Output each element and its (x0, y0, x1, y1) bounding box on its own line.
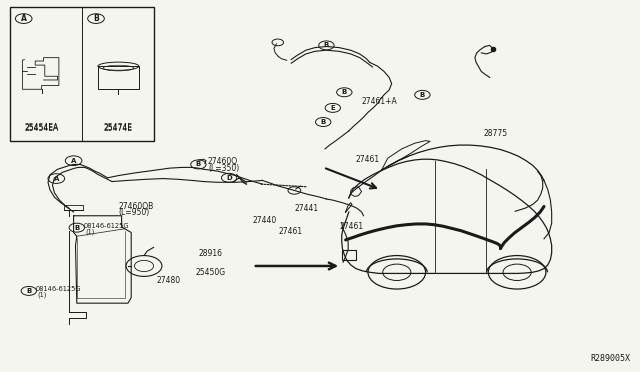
Text: 08146-6125G: 08146-6125G (35, 286, 81, 292)
Text: A: A (71, 158, 76, 164)
Text: (L=350): (L=350) (208, 164, 239, 173)
Text: R289005X: R289005X (590, 354, 630, 363)
Text: (L=950): (L=950) (118, 208, 150, 217)
Text: 27461: 27461 (278, 227, 303, 236)
Text: 25474E: 25474E (104, 123, 133, 132)
Text: (1): (1) (37, 291, 47, 298)
Text: B: B (342, 89, 347, 95)
Text: 27460Q: 27460Q (208, 157, 238, 166)
Text: D: D (227, 175, 232, 181)
Text: 25474E: 25474E (104, 124, 133, 133)
Text: 27441: 27441 (294, 204, 319, 213)
Text: A: A (54, 176, 59, 182)
Text: A: A (20, 14, 27, 23)
Text: 27461: 27461 (355, 155, 380, 164)
Text: B: B (93, 14, 99, 23)
Text: B: B (74, 225, 79, 231)
Text: 28916: 28916 (198, 249, 223, 258)
Text: 28775: 28775 (483, 129, 508, 138)
Text: 27461+A: 27461+A (362, 97, 397, 106)
Text: (1): (1) (85, 228, 95, 235)
Text: 27440: 27440 (253, 216, 277, 225)
Text: 25454EA: 25454EA (24, 124, 59, 133)
Text: 27480: 27480 (157, 276, 181, 285)
Text: B: B (321, 119, 326, 125)
Text: 25450G: 25450G (195, 268, 225, 277)
Bar (98, 66, 139, 89)
Text: B: B (26, 288, 31, 294)
Bar (10, 7, 154, 141)
Text: 27460QB: 27460QB (118, 202, 154, 211)
Text: B: B (324, 42, 329, 48)
Text: 27461: 27461 (339, 222, 364, 231)
Text: B: B (196, 161, 201, 167)
Text: 25454EA: 25454EA (24, 123, 59, 132)
Text: E: E (330, 105, 335, 111)
Bar (342, 250, 356, 260)
Text: 08146-6125G: 08146-6125G (83, 223, 129, 229)
Text: B: B (420, 92, 425, 98)
